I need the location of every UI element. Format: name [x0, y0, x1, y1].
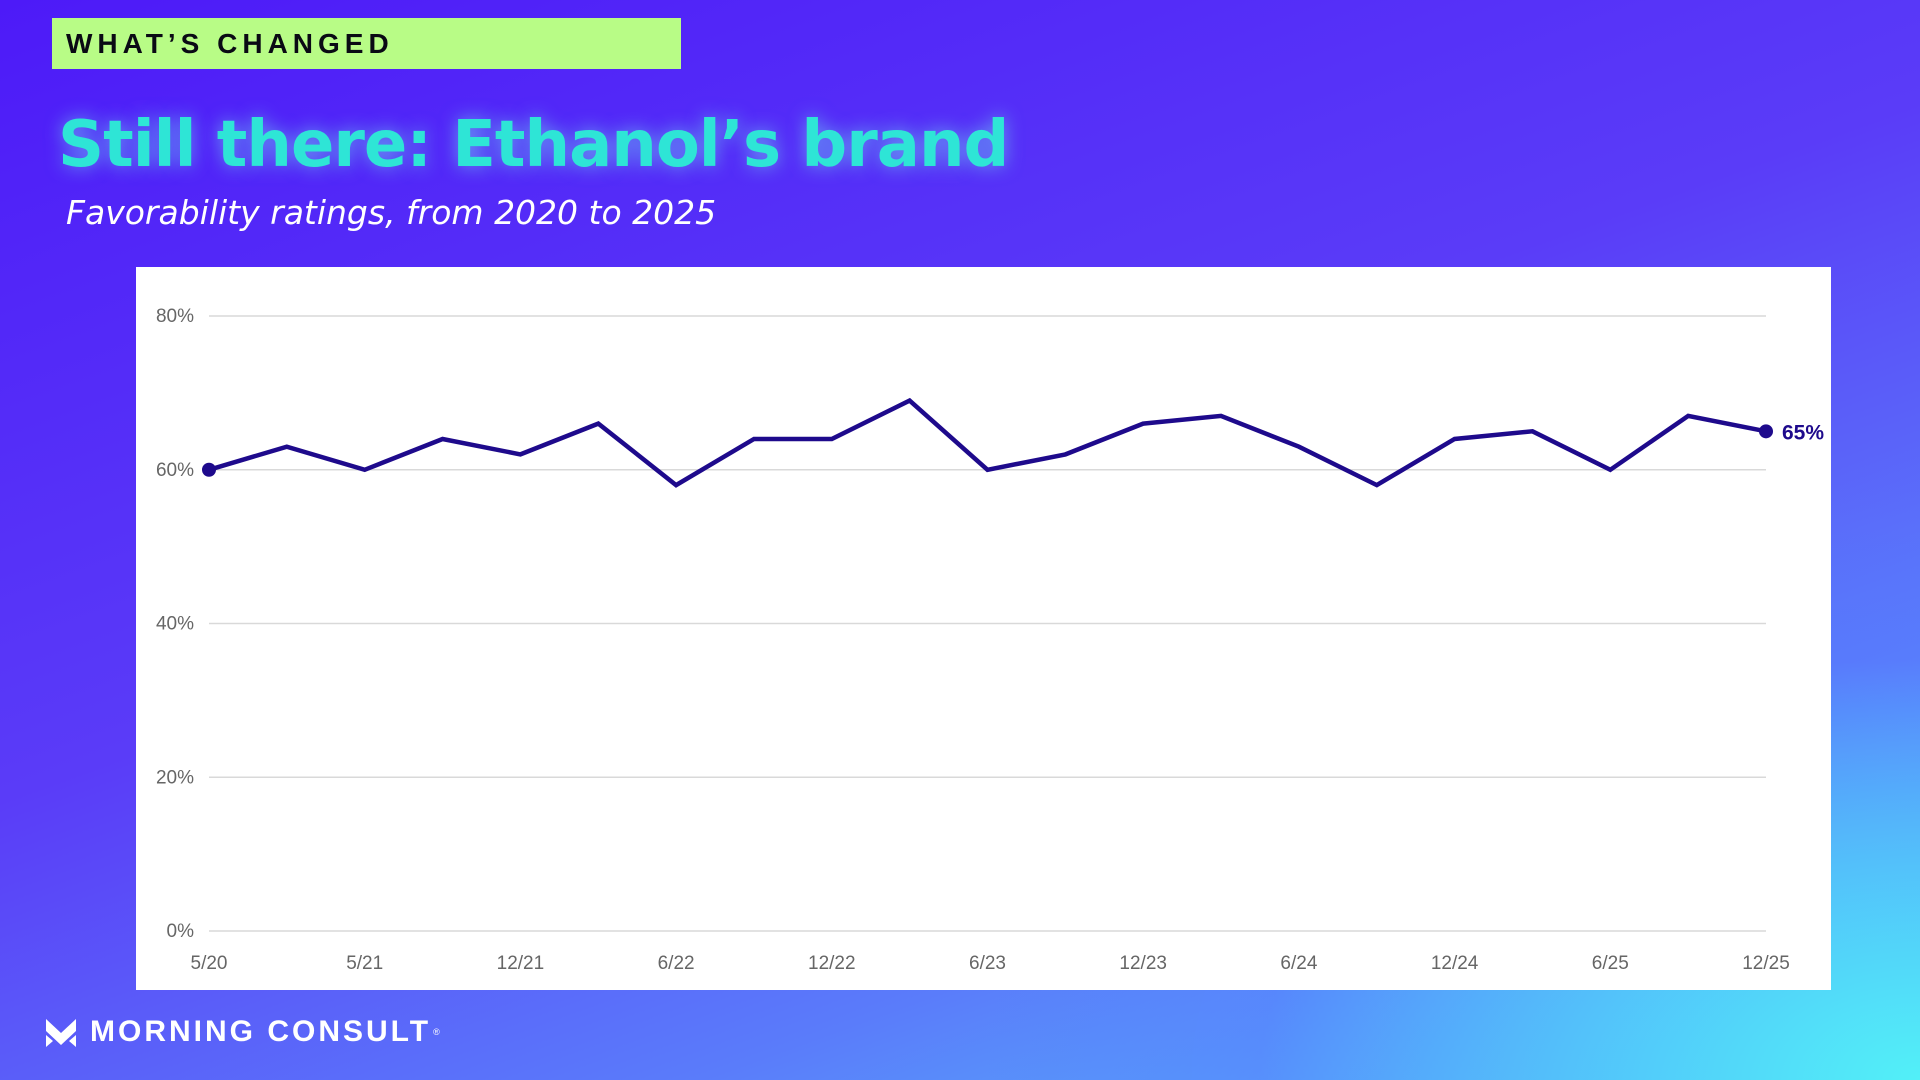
x-tick-label: 6/24 [1280, 953, 1317, 974]
y-tick-label: 60% [156, 460, 194, 481]
x-tick-label: 6/25 [1592, 953, 1629, 974]
x-tick-label: 6/23 [969, 953, 1006, 974]
end-value-label: 65% [1782, 421, 1824, 444]
x-tick-label: 5/20 [191, 953, 228, 974]
chart-panel: 0% 20% 40% 60% 80% 5/20 5/21 12/21 6/22 12/22 6/23… [136, 267, 1831, 990]
x-tick-label: 12/25 [1742, 953, 1790, 974]
y-tick-label: 80% [156, 306, 194, 327]
y-tick-label: 20% [156, 767, 194, 788]
page-title: Still there: Ethanol’s brand [58, 108, 1009, 182]
page-subtitle: Favorability ratings, from 2020 to 2025 [66, 193, 717, 232]
morning-consult-logo-icon [46, 1019, 76, 1047]
x-tick-label: 12/24 [1431, 953, 1479, 974]
brand-name: MORNING CONSULT [90, 1015, 432, 1048]
favorability-line-chart: 0% 20% 40% 60% 80% 5/20 5/21 12/21 6/22 12/22 6/23… [156, 306, 1824, 974]
section-tag: WHAT’S CHANGED [52, 18, 681, 69]
y-tick-label: 0% [167, 921, 195, 942]
endpoint-marker [1759, 424, 1773, 439]
x-tick-label: 12/22 [808, 953, 856, 974]
x-tick-label: 12/23 [1119, 953, 1167, 974]
x-tick-label: 12/21 [497, 953, 545, 974]
registered-mark: ® [433, 1027, 440, 1037]
favorability-series-line [206, 397, 1769, 488]
x-tick-label: 6/22 [658, 953, 695, 974]
endpoint-marker [202, 462, 216, 477]
section-tag-label: WHAT’S CHANGED [66, 27, 394, 59]
y-tick-label: 40% [156, 614, 194, 635]
x-tick-label: 5/21 [346, 953, 383, 974]
brand-footer: MORNING CONSULT ® [44, 1012, 440, 1052]
